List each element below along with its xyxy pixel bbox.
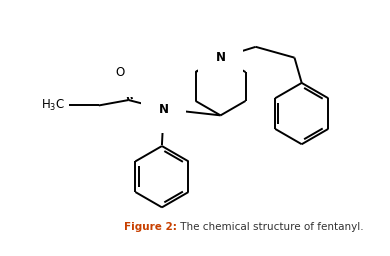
Text: H$_3$C: H$_3$C: [41, 98, 66, 113]
Text: Figure 2:: Figure 2:: [124, 222, 177, 232]
Text: The chemical structure of fentanyl.: The chemical structure of fentanyl.: [177, 222, 364, 232]
Text: N: N: [216, 51, 225, 64]
Text: N: N: [159, 103, 169, 115]
Text: O: O: [115, 67, 124, 79]
